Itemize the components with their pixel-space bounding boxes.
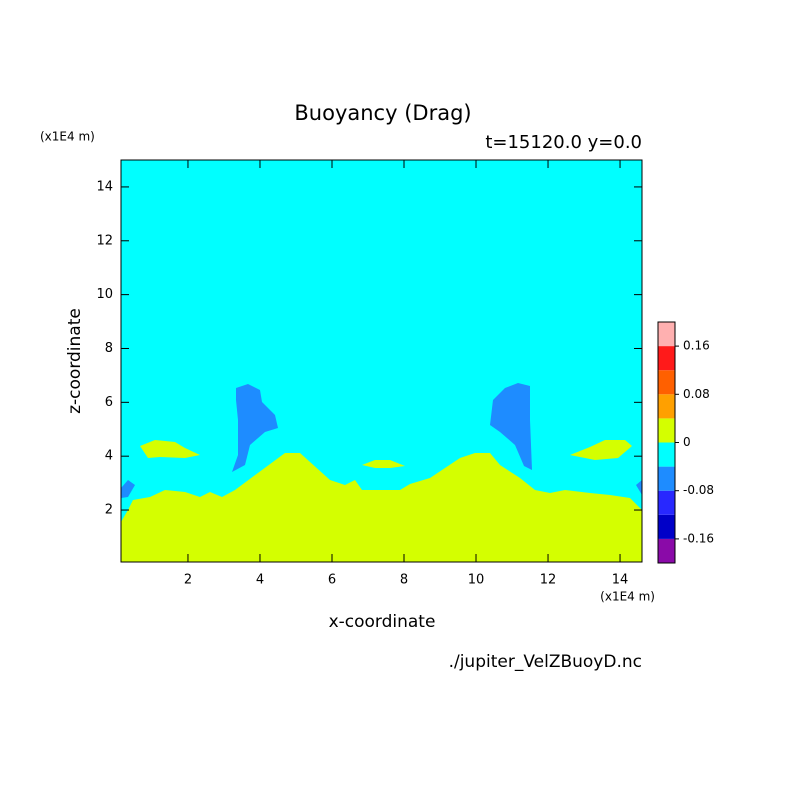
- x-tick-label: 4: [256, 573, 264, 588]
- y-tick-label: 10: [96, 287, 113, 302]
- x-tick-label: 14: [612, 573, 629, 588]
- chart-subtitle: t=15120.0 y=0.0: [485, 132, 642, 153]
- y-tick-label: 6: [105, 395, 113, 410]
- y-tick-label: 12: [96, 233, 113, 248]
- contour-region: [490, 383, 532, 470]
- chart-title: Buoyancy (Drag): [294, 101, 471, 125]
- colorbar-box: [658, 490, 675, 515]
- colorbar-box: [658, 370, 675, 395]
- colorbar-box: [658, 322, 675, 347]
- colorbar-tick-label: 0.08: [683, 387, 710, 401]
- colorbar-tick-label: -0.16: [683, 531, 714, 545]
- x-unit: (x1E4 m): [600, 590, 655, 604]
- x-tick-label: 12: [540, 573, 557, 588]
- y-tick-label: 14: [96, 179, 113, 194]
- y-tick-label: 8: [105, 341, 113, 356]
- y-axis-label: z-coordinate: [65, 308, 85, 414]
- colorbar-box: [658, 538, 675, 563]
- contour-region: [362, 460, 405, 468]
- x-tick-label: 10: [468, 573, 485, 588]
- x-tick-label: 6: [328, 573, 336, 588]
- y-tick-label: 2: [105, 503, 113, 518]
- x-axis-label: x-coordinate: [329, 612, 436, 632]
- contour-region: [121, 453, 642, 562]
- y-unit: (x1E4 m): [40, 130, 95, 144]
- colorbar-box: [658, 466, 675, 491]
- contour-region: [140, 440, 200, 458]
- colorbar-box: [658, 394, 675, 419]
- colorbar-tick-label: 0.16: [683, 339, 710, 353]
- plot-frame: [120, 159, 643, 563]
- colorbar-box: [658, 346, 675, 371]
- source-file: ./jupiter_VelZBuoyD.nc: [449, 652, 642, 672]
- contour-region: [121, 480, 135, 498]
- y-tick-label: 4: [105, 449, 113, 464]
- x-tick-label: 8: [400, 573, 408, 588]
- x-tick-label: 2: [184, 573, 192, 588]
- contour-field: [121, 160, 642, 562]
- colorbar-tick-label: -0.08: [683, 483, 714, 497]
- contour-region: [636, 480, 642, 495]
- colorbar-tick-label: 0: [683, 435, 691, 449]
- colorbar-box: [658, 442, 675, 467]
- colorbar-box: [658, 418, 675, 443]
- contour-region: [232, 384, 278, 472]
- colorbar-box: [658, 514, 675, 539]
- contour-region: [570, 440, 632, 460]
